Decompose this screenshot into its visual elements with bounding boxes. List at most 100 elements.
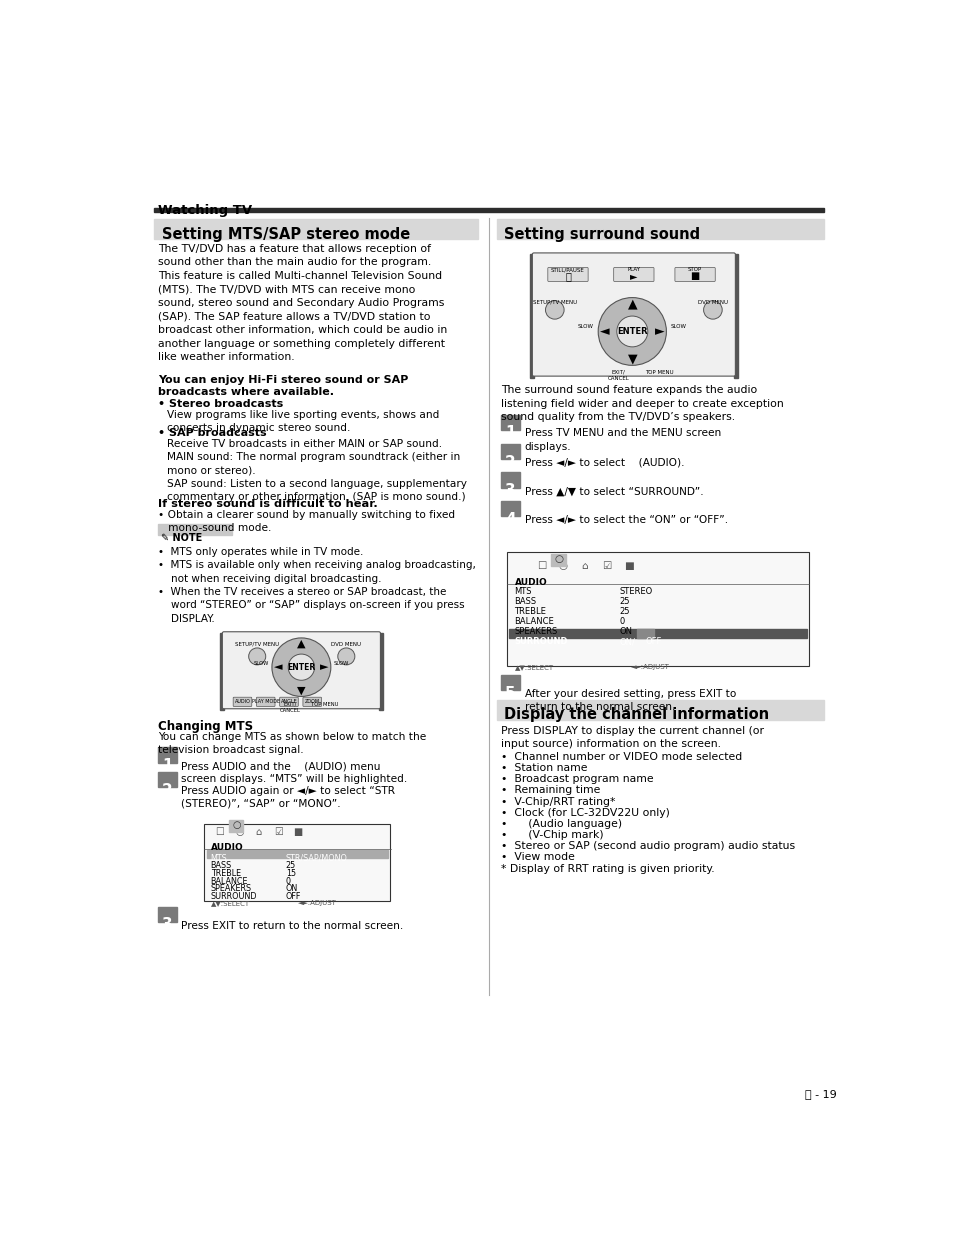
Text: ◄: ◄ bbox=[274, 662, 282, 672]
Text: The surround sound feature expands the audio
listening field wider and deeper to: The surround sound feature expands the a… bbox=[500, 385, 783, 422]
Text: Changing MTS: Changing MTS bbox=[158, 720, 253, 734]
Text: DVD MENU: DVD MENU bbox=[331, 642, 361, 647]
Text: ►: ► bbox=[320, 662, 329, 672]
Text: ○: ○ bbox=[232, 820, 240, 830]
Text: ■: ■ bbox=[623, 561, 633, 571]
Circle shape bbox=[337, 648, 355, 664]
Text: TOP MENU: TOP MENU bbox=[644, 370, 673, 375]
FancyBboxPatch shape bbox=[674, 268, 715, 282]
Text: Setting surround sound: Setting surround sound bbox=[503, 227, 700, 242]
Text: Press DISPLAY to display the current channel (or
input source) information on th: Press DISPLAY to display the current cha… bbox=[500, 726, 763, 748]
Circle shape bbox=[249, 648, 266, 664]
Text: Watching TV: Watching TV bbox=[158, 204, 252, 216]
Text: 2: 2 bbox=[162, 783, 172, 798]
Circle shape bbox=[617, 316, 647, 347]
Text: TREBLE: TREBLE bbox=[514, 608, 546, 616]
Text: 1: 1 bbox=[505, 425, 516, 441]
Text: • Obtain a clearer sound by manually switching to fixed
   mono-sound mode.: • Obtain a clearer sound by manually swi… bbox=[158, 510, 455, 534]
Text: Press ◄/► to select the “ON” or “OFF”.: Press ◄/► to select the “ON” or “OFF”. bbox=[524, 515, 727, 525]
FancyBboxPatch shape bbox=[506, 552, 808, 666]
Text: BALANCE: BALANCE bbox=[514, 618, 554, 626]
Text: PLAY MODE: PLAY MODE bbox=[252, 699, 279, 704]
Text: ✎ NOTE: ✎ NOTE bbox=[161, 534, 202, 543]
Text: 0: 0 bbox=[286, 877, 291, 885]
Text: TREBLE: TREBLE bbox=[211, 869, 240, 878]
Text: •      (V-Chip mark): • (V-Chip mark) bbox=[500, 830, 603, 840]
Text: SLOW: SLOW bbox=[253, 661, 269, 666]
Text: • Stereo broadcasts: • Stereo broadcasts bbox=[158, 399, 283, 409]
Circle shape bbox=[272, 638, 331, 697]
Text: 25: 25 bbox=[618, 608, 629, 616]
Text: SURROUND: SURROUND bbox=[211, 892, 257, 902]
Text: STEREO: STEREO bbox=[618, 587, 652, 597]
Text: ▲: ▲ bbox=[296, 638, 305, 650]
Text: OFF: OFF bbox=[286, 892, 301, 902]
Text: ☑: ☑ bbox=[601, 561, 611, 571]
Text: SLOW: SLOW bbox=[577, 325, 593, 330]
Bar bbox=[154, 219, 477, 240]
Text: ◄►:ADJUST: ◄►:ADJUST bbox=[297, 900, 336, 905]
Bar bbox=[733, 254, 737, 378]
Text: ▼: ▼ bbox=[296, 685, 305, 695]
Text: 5: 5 bbox=[505, 685, 516, 700]
Text: ►: ► bbox=[655, 325, 664, 338]
Text: AUDIO: AUDIO bbox=[234, 699, 250, 704]
Text: You can enjoy Hi-Fi stereo sound or SAP
broadcasts where available.: You can enjoy Hi-Fi stereo sound or SAP … bbox=[158, 374, 408, 398]
Text: •  MTS only operates while in TV mode.
•  MTS is available only when receiving a: • MTS only operates while in TV mode. • … bbox=[158, 547, 476, 624]
Text: 25: 25 bbox=[286, 861, 295, 871]
Text: •  Stereo or SAP (second audio program) audio status: • Stereo or SAP (second audio program) a… bbox=[500, 841, 795, 851]
Text: STILL/PAUSE: STILL/PAUSE bbox=[551, 268, 584, 273]
Text: 4: 4 bbox=[505, 511, 516, 526]
Circle shape bbox=[598, 298, 666, 366]
Text: 25: 25 bbox=[618, 597, 629, 606]
Bar bbox=[154, 209, 822, 212]
Text: •  View mode: • View mode bbox=[500, 852, 575, 862]
Text: OFF: OFF bbox=[645, 637, 661, 646]
Bar bbox=[158, 524, 232, 535]
Text: BALANCE: BALANCE bbox=[211, 877, 248, 885]
Bar bbox=[229, 820, 243, 832]
Text: STR/SAP/MONO: STR/SAP/MONO bbox=[286, 853, 348, 862]
FancyBboxPatch shape bbox=[532, 253, 735, 377]
Text: ⓔ - 19: ⓔ - 19 bbox=[804, 1089, 836, 1099]
Text: Setting MTS/SAP stereo mode: Setting MTS/SAP stereo mode bbox=[162, 227, 410, 242]
Text: SURROUND: SURROUND bbox=[514, 637, 567, 646]
Bar bbox=[530, 254, 534, 378]
Text: ▲▼:SELECT: ▲▼:SELECT bbox=[514, 664, 553, 671]
Text: You can change MTS as shown below to match the
television broadcast signal.: You can change MTS as shown below to mat… bbox=[158, 732, 426, 755]
Text: SPEAKERS: SPEAKERS bbox=[211, 884, 252, 893]
Text: Press ◄/► to select    (AUDIO).: Press ◄/► to select (AUDIO). bbox=[524, 458, 683, 468]
Bar bbox=[158, 906, 176, 923]
FancyBboxPatch shape bbox=[204, 824, 390, 902]
Bar bbox=[509, 629, 806, 638]
Text: DVD MENU: DVD MENU bbox=[698, 300, 727, 305]
Circle shape bbox=[545, 300, 563, 319]
Text: ☐: ☐ bbox=[215, 827, 224, 837]
Bar bbox=[158, 772, 176, 787]
Text: Press ▲/▼ to select “SURROUND”.: Press ▲/▼ to select “SURROUND”. bbox=[524, 487, 702, 496]
Text: 15: 15 bbox=[286, 869, 295, 878]
Text: Press AUDIO and the    (AUDIO) menu
screen displays. “MTS” will be highlighted.: Press AUDIO and the (AUDIO) menu screen … bbox=[181, 761, 407, 784]
FancyBboxPatch shape bbox=[613, 268, 654, 282]
Bar bbox=[220, 634, 224, 710]
Text: ☑: ☑ bbox=[274, 827, 282, 837]
Text: Receive TV broadcasts in either MAIN or SAP sound.
MAIN sound: The normal progra: Receive TV broadcasts in either MAIN or … bbox=[167, 440, 467, 503]
Text: •  Remaining time: • Remaining time bbox=[500, 785, 600, 795]
Text: • SAP broadcasts: • SAP broadcasts bbox=[158, 429, 266, 438]
Text: PLAY: PLAY bbox=[627, 268, 639, 273]
Text: ☐: ☐ bbox=[537, 561, 546, 571]
Text: ○: ○ bbox=[558, 561, 567, 571]
Circle shape bbox=[703, 300, 721, 319]
Text: •  Broadcast program name: • Broadcast program name bbox=[500, 774, 653, 784]
Bar bbox=[550, 555, 566, 566]
Text: ◄►:ADJUST: ◄►:ADJUST bbox=[630, 664, 669, 671]
Text: •  V-Chip/RRT rating*: • V-Chip/RRT rating* bbox=[500, 797, 615, 806]
Text: ▼: ▼ bbox=[627, 353, 637, 366]
Text: ON: ON bbox=[286, 884, 297, 893]
Bar bbox=[497, 699, 822, 720]
Text: Press AUDIO again or ◄/► to select “STR
(STEREO)”, “SAP” or “MONO”.: Press AUDIO again or ◄/► to select “STR … bbox=[181, 785, 395, 809]
Text: ►: ► bbox=[629, 272, 637, 282]
Text: •  Channel number or VIDEO mode selected: • Channel number or VIDEO mode selected bbox=[500, 752, 741, 762]
Text: Press EXIT to return to the normal screen.: Press EXIT to return to the normal scree… bbox=[181, 920, 403, 930]
Text: ○: ○ bbox=[234, 827, 243, 837]
